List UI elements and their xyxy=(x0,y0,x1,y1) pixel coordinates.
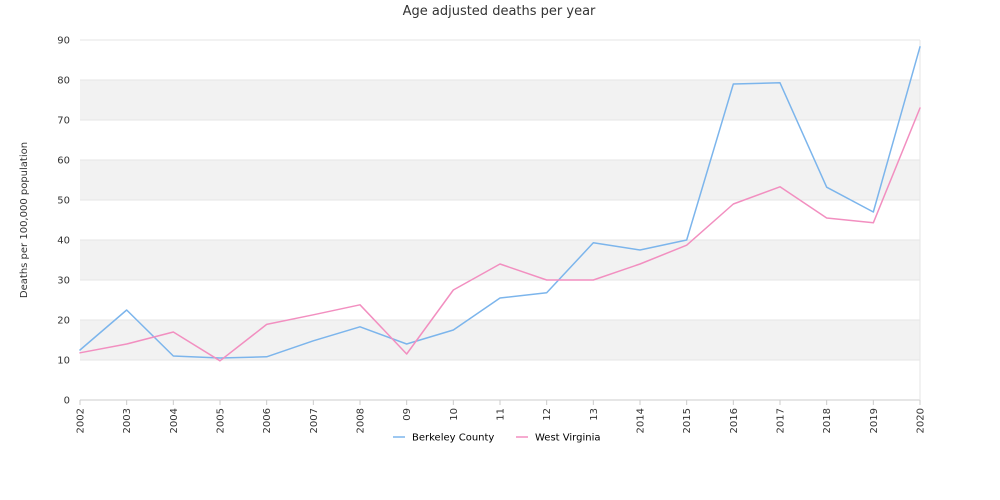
x-tick-label: 10 xyxy=(449,408,460,421)
x-tick-label: 09 xyxy=(402,408,413,421)
y-tick-label: 90 xyxy=(57,36,70,47)
legend-item[interactable]: Berkeley County xyxy=(393,433,494,444)
grid-bands xyxy=(80,80,920,360)
x-tick-label: 2006 xyxy=(262,408,273,433)
grid-band xyxy=(80,160,920,200)
y-tick-label: 80 xyxy=(57,76,70,87)
grid-band xyxy=(80,240,920,280)
x-tick-label: 2003 xyxy=(122,408,133,433)
chart-title: Age adjusted deaths per year xyxy=(403,4,596,19)
x-tick-label: 2005 xyxy=(216,408,227,433)
grid-band xyxy=(80,320,920,360)
x-tick-label: 2007 xyxy=(309,408,320,433)
x-tick-label: 2008 xyxy=(356,408,367,433)
y-tick-label: 40 xyxy=(57,236,70,247)
x-tick-label: 12 xyxy=(542,408,553,421)
x-tick-label: 2016 xyxy=(729,408,740,433)
y-tick-label: 10 xyxy=(57,356,70,367)
y-axis-ticks: 0 10 20 30 40 50 60 70 80 90 xyxy=(57,36,70,407)
x-tick-label: 2014 xyxy=(636,408,647,433)
x-tick-label: 2015 xyxy=(682,408,693,433)
x-tick-label: 2002 xyxy=(76,408,87,433)
x-axis-ticks: 2002 2003 2004 2005 2006 2007 2008 09 10 11 12 13 20… xyxy=(76,400,927,433)
series-layer xyxy=(79,46,921,362)
x-tick-label: 2020 xyxy=(916,408,927,433)
x-tick-label: 2018 xyxy=(822,408,833,433)
grid-band xyxy=(80,80,920,120)
y-tick-label: 70 xyxy=(57,116,70,127)
y-tick-label: 30 xyxy=(57,276,70,287)
x-tick-label: 2019 xyxy=(869,408,880,433)
y-tick-label: 20 xyxy=(57,316,70,327)
legend-item[interactable]: West Virginia xyxy=(516,433,600,444)
y-tick-label: 0 xyxy=(64,396,70,407)
x-tick-label: 13 xyxy=(589,408,600,421)
legend: Berkeley County West Virginia xyxy=(393,433,600,444)
y-tick-label: 60 xyxy=(57,156,70,167)
legend-label: Berkeley County xyxy=(412,433,494,444)
legend-label: West Virginia xyxy=(535,433,600,444)
grid-lines xyxy=(80,39,920,401)
y-axis-label: Deaths per 100,000 population xyxy=(19,142,30,298)
x-tick-label: 2017 xyxy=(776,408,787,433)
series-line-berkeley-county xyxy=(79,46,921,359)
y-tick-label: 50 xyxy=(57,196,70,207)
x-tick-label: 2004 xyxy=(169,408,180,433)
series-line-west-virginia xyxy=(79,107,921,362)
x-tick-label: 11 xyxy=(496,408,507,421)
